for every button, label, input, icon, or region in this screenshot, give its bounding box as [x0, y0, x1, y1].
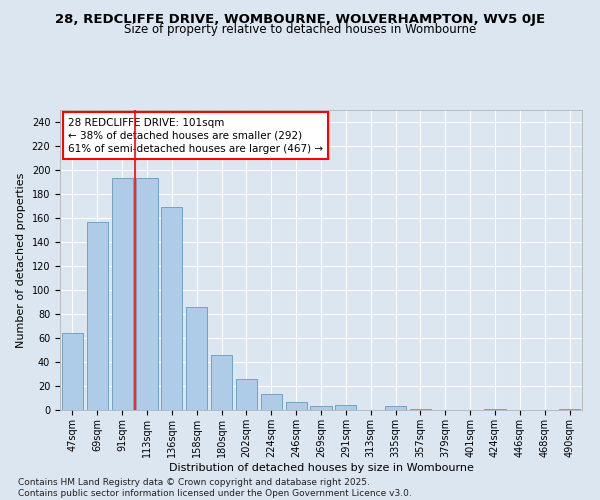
X-axis label: Distribution of detached houses by size in Wombourne: Distribution of detached houses by size …	[169, 462, 473, 472]
Bar	[62, 333, 83, 410]
Bar	[136, 178, 158, 410]
Y-axis label: Number of detached properties: Number of detached properties	[16, 172, 26, 348]
Bar	[186, 307, 207, 410]
Bar	[261, 394, 282, 410]
Bar	[211, 355, 232, 410]
Bar	[112, 178, 133, 410]
Bar	[335, 405, 356, 410]
Bar	[286, 402, 307, 410]
Text: Size of property relative to detached houses in Wombourne: Size of property relative to detached ho…	[124, 22, 476, 36]
Bar	[484, 409, 506, 410]
Bar	[385, 406, 406, 410]
Bar	[161, 207, 182, 410]
Text: Contains HM Land Registry data © Crown copyright and database right 2025.
Contai: Contains HM Land Registry data © Crown c…	[18, 478, 412, 498]
Text: 28 REDCLIFFE DRIVE: 101sqm
← 38% of detached houses are smaller (292)
61% of sem: 28 REDCLIFFE DRIVE: 101sqm ← 38% of deta…	[68, 118, 323, 154]
Bar	[236, 379, 257, 410]
Bar	[87, 222, 108, 410]
Text: 28, REDCLIFFE DRIVE, WOMBOURNE, WOLVERHAMPTON, WV5 0JE: 28, REDCLIFFE DRIVE, WOMBOURNE, WOLVERHA…	[55, 12, 545, 26]
Bar	[310, 406, 332, 410]
Bar	[410, 409, 431, 410]
Bar	[559, 409, 580, 410]
